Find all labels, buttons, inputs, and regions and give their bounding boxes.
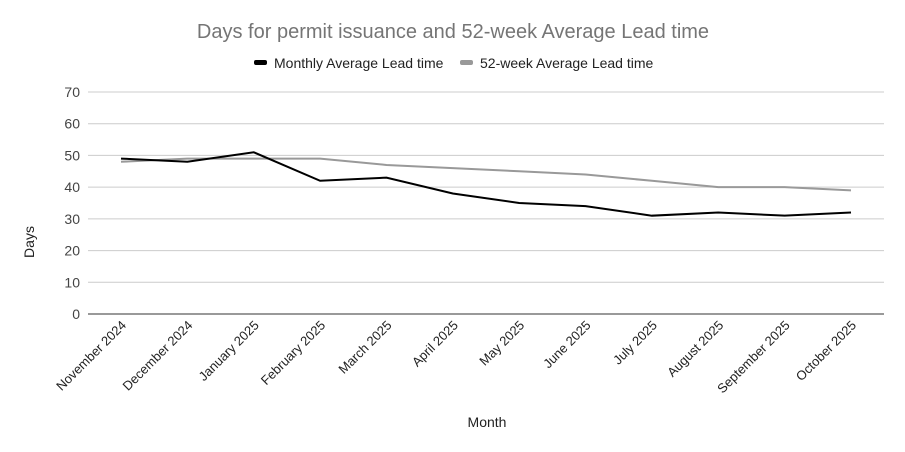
y-tick-label: 10 bbox=[64, 274, 80, 290]
x-tick-label: March 2025 bbox=[335, 318, 394, 377]
series-line-0 bbox=[120, 151, 852, 217]
y-tick-label: 40 bbox=[64, 179, 80, 195]
legend: Monthly Average Lead time 52-week Average… bbox=[254, 55, 654, 71]
y-tick-label: 60 bbox=[64, 116, 80, 132]
chart-title: Days for permit issuance and 52-week Ave… bbox=[197, 21, 709, 43]
legend-swatch bbox=[460, 60, 473, 65]
y-tick-label: 20 bbox=[64, 243, 80, 259]
y-tick-label: 0 bbox=[72, 306, 80, 322]
x-tick-label: July 2025 bbox=[610, 318, 660, 368]
x-tick-label: October 2025 bbox=[793, 318, 859, 384]
legend-swatch bbox=[254, 60, 267, 65]
x-tick-label: August 2025 bbox=[664, 318, 726, 380]
x-axis-label: Month bbox=[468, 414, 507, 430]
x-tick-label: June 2025 bbox=[540, 318, 594, 372]
y-tick-label: 50 bbox=[64, 147, 80, 163]
x-tick-label: May 2025 bbox=[476, 318, 527, 369]
legend-label: Monthly Average Lead time bbox=[274, 55, 444, 71]
x-tick-label: September 2025 bbox=[714, 318, 793, 397]
x-tick-label: November 2024 bbox=[53, 318, 129, 394]
series-line-1 bbox=[120, 157, 852, 192]
y-axis-label: Days bbox=[21, 226, 37, 258]
x-tick-label: December 2024 bbox=[119, 318, 195, 394]
x-tick-label: April 2025 bbox=[409, 318, 461, 370]
y-tick-label: 30 bbox=[64, 211, 80, 227]
legend-label: 52-week Average Lead time bbox=[480, 55, 654, 71]
y-tick-label: 70 bbox=[64, 84, 80, 100]
x-tick-label: February 2025 bbox=[258, 318, 328, 388]
x-tick-label: January 2025 bbox=[196, 318, 262, 384]
